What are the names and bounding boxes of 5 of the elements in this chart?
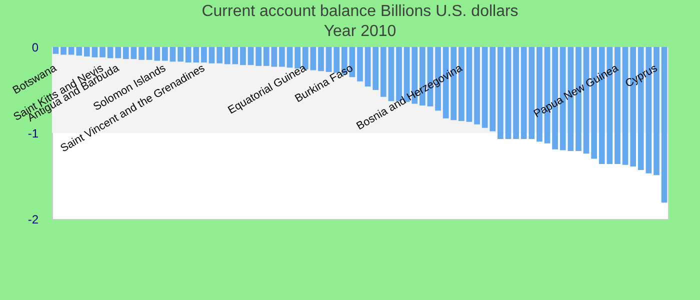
chart-subtitle: Year 2010 <box>324 23 396 40</box>
chart-title: Current account balance Billions U.S. dollars <box>202 3 518 20</box>
y-tick-label: 0 <box>32 40 39 54</box>
y-tick-label: -1 <box>28 126 39 140</box>
y-tick-label: -2 <box>28 212 39 226</box>
